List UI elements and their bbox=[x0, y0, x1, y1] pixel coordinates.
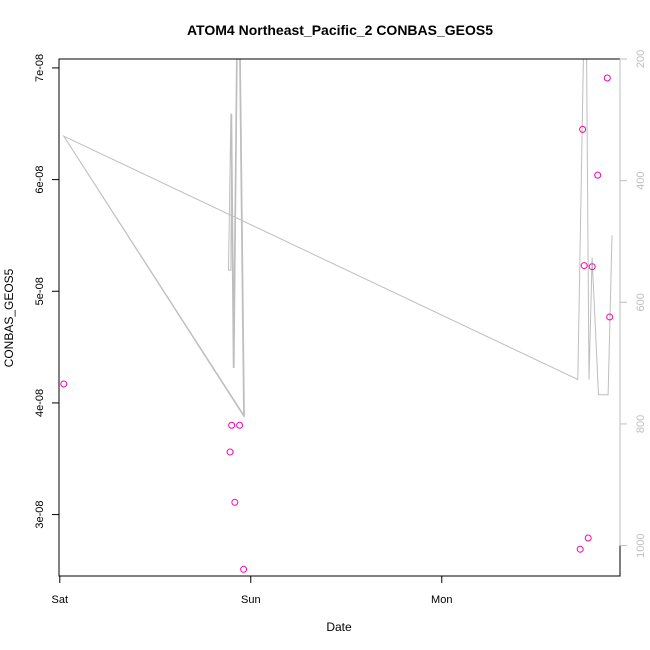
data-point bbox=[603, 74, 611, 82]
data-point bbox=[606, 313, 614, 321]
data-point bbox=[584, 534, 592, 542]
right-axis: 200 400 600 800 1000 bbox=[619, 50, 647, 558]
data-point bbox=[228, 421, 236, 429]
y-tick-label: 6e-08 bbox=[34, 166, 46, 194]
x-tick-label: Sun bbox=[241, 594, 261, 606]
points-layer bbox=[60, 74, 614, 573]
y-tick-label: 4e-08 bbox=[34, 389, 46, 417]
data-point bbox=[60, 380, 68, 388]
data-point bbox=[226, 448, 234, 456]
x-tick-label: Sat bbox=[52, 594, 69, 606]
right-tick-label: 200 bbox=[635, 50, 647, 68]
right-tick-label: 400 bbox=[635, 171, 647, 189]
y-axis-label: CONBAS_GEOS5 bbox=[2, 268, 16, 367]
data-point bbox=[579, 125, 587, 133]
data-point bbox=[240, 565, 248, 573]
y-tick-label: 3e-08 bbox=[34, 501, 46, 529]
data-point bbox=[236, 421, 244, 429]
x-axis: Sat Sun Mon bbox=[52, 575, 452, 606]
right-tick-label: 800 bbox=[635, 415, 647, 433]
x-tick-label: Mon bbox=[431, 594, 452, 606]
pressure-line bbox=[62, 59, 613, 418]
data-point bbox=[580, 262, 588, 270]
right-tick-label: 1000 bbox=[635, 533, 647, 557]
pressure-line-layer bbox=[62, 59, 613, 418]
y-tick-label: 7e-08 bbox=[34, 54, 46, 82]
data-point bbox=[231, 498, 239, 506]
right-tick-label: 600 bbox=[635, 293, 647, 311]
plot-frame bbox=[58, 58, 621, 577]
data-point bbox=[594, 171, 602, 179]
data-point bbox=[588, 263, 596, 271]
y-axis: 3e-08 4e-08 5e-08 6e-08 7e-08 bbox=[34, 54, 60, 529]
data-point bbox=[576, 545, 584, 553]
y-tick-label: 5e-08 bbox=[34, 277, 46, 305]
chart-title: ATOM4 Northeast_Pacific_2 CONBAS_GEOS5 bbox=[187, 22, 493, 38]
x-axis-label: Date bbox=[326, 620, 352, 634]
